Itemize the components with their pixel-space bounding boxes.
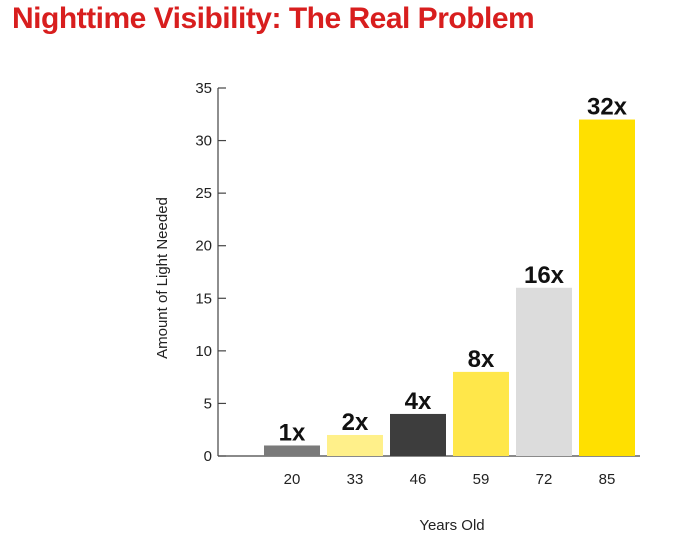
y-axis-label: Amount of Light Needed (154, 197, 171, 359)
x-tick-label: 72 (536, 471, 553, 488)
y-tick-label: 35 (195, 80, 212, 97)
bars (264, 119, 635, 457)
data-label-33: 2x (342, 409, 369, 436)
chart-title: Nighttime Visibility: The Real Problem (12, 2, 535, 35)
bar-85 (579, 119, 635, 457)
data-labels: 1x 2x 4x 8x 16x 32x (279, 94, 628, 447)
bar-59 (453, 371, 509, 456)
data-label-72: 16x (524, 262, 565, 289)
x-tick-label: 20 (284, 471, 301, 488)
bar-20 (264, 445, 320, 456)
x-axis: 20 33 46 59 72 85 (218, 455, 640, 488)
data-label-59: 8x (468, 346, 495, 373)
x-tick-label: 85 (599, 471, 616, 488)
y-tick-label: 30 (195, 133, 212, 150)
x-tick-label: 33 (347, 471, 364, 488)
y-tick-label: 20 (195, 238, 212, 255)
bar-46 (390, 413, 446, 456)
y-tick-label: 25 (195, 185, 212, 202)
bar-72 (516, 287, 572, 456)
data-label-46: 4x (405, 388, 432, 415)
x-axis-label: Years Old (419, 517, 484, 534)
y-tick-label: 15 (195, 290, 212, 307)
y-tick-label: 10 (195, 343, 212, 360)
y-tick-label: 0 (204, 448, 212, 465)
x-tick-label: 59 (473, 471, 490, 488)
data-label-85: 32x (587, 94, 628, 121)
y-tick-label: 5 (204, 395, 212, 412)
bar-33 (327, 434, 383, 456)
y-axis: 0 5 10 15 20 25 30 35 (195, 80, 226, 465)
x-tick-label: 46 (410, 471, 427, 488)
data-label-20: 1x (279, 419, 306, 446)
